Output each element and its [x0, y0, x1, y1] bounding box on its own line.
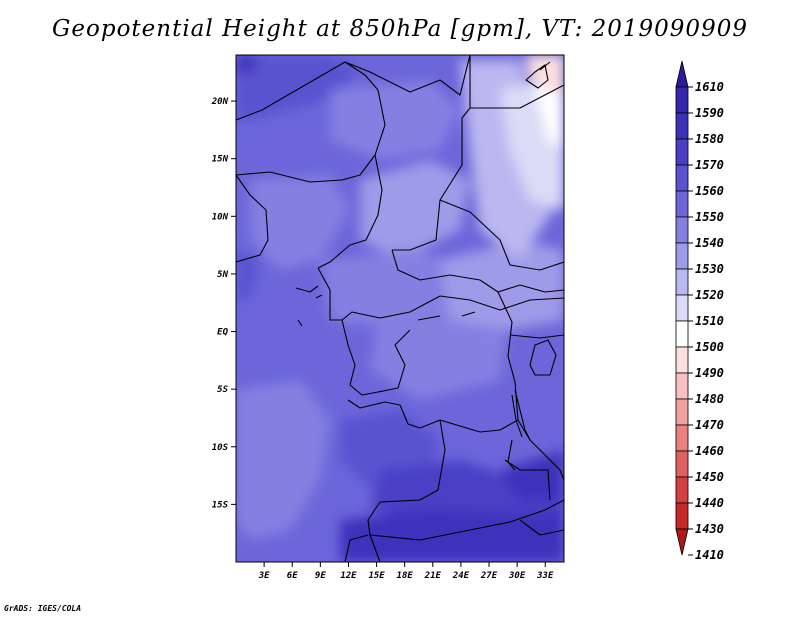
colorbar-label: 1570 [695, 158, 724, 172]
lat-tick-label: 10S [212, 443, 229, 453]
lon-tick-label: 12E [340, 571, 357, 581]
colorbar-label: 1580 [695, 132, 724, 146]
colorbar-swatch [675, 528, 689, 556]
lon-tick-label: 15E [368, 571, 385, 581]
lat-tick-label: 15N [212, 155, 229, 165]
map-frame [235, 54, 565, 563]
colorbar-label: 1480 [695, 392, 724, 406]
colorbar-swatch [675, 60, 689, 88]
colorbar-swatch [675, 86, 689, 114]
colorbar-swatch [675, 216, 689, 244]
colorbar-label: 1510 [695, 314, 724, 328]
colorbar-label: 1610 [695, 80, 724, 94]
colorbar-swatch [675, 398, 689, 426]
colorbar-swatch [675, 138, 689, 166]
colorbar-label: 1560 [695, 184, 724, 198]
height-field [236, 55, 564, 562]
colorbar-swatch [675, 320, 689, 348]
lat-tick-label: 5S [217, 385, 228, 395]
colorbar-swatch [675, 164, 689, 192]
lat-tick-label: EQ [217, 328, 228, 338]
lon-tick-label: 24E [452, 571, 470, 581]
colorbar-label: 1540 [695, 236, 724, 250]
colorbar-swatch [675, 190, 689, 218]
colorbar-swatch [675, 372, 689, 400]
lon-tick-label: 6E [287, 571, 298, 581]
colorbar-label: 1440 [695, 496, 724, 510]
colorbar-label: 1470 [695, 418, 724, 432]
lon-tick-label: 9E [315, 571, 326, 581]
colorbar-swatch [675, 294, 689, 322]
country-borders [236, 55, 564, 562]
colorbar-label: 1430 [695, 522, 724, 536]
lon-tick-label: 3E [258, 571, 270, 581]
longitude-axis: 3E 6E 9E 12E 15E 18E 21E 24E 27E 30E 33E [258, 562, 554, 581]
colorbar-label: 1590 [695, 106, 724, 120]
map-title: Geopotential Height at 850hPa [gpm], VT:… [52, 16, 748, 42]
colorbar-label: 1460 [695, 444, 724, 458]
lat-tick-label: 20N [211, 97, 229, 107]
colorbar-label: 1450 [695, 470, 724, 484]
latitude-axis: 20N 15N 10N 5N EQ 5S 10S 15S [211, 97, 236, 510]
colorbar-label: 1520 [695, 288, 724, 302]
colorbar-swatch [675, 268, 689, 296]
colorbar-swatch [675, 424, 689, 452]
lon-tick-label: 30E [508, 571, 526, 581]
lat-tick-label: 10N [212, 212, 229, 222]
colorbar-label: 1410 [695, 548, 724, 562]
colorbar-swatch [675, 476, 689, 504]
lon-tick-label: 33E [536, 571, 554, 581]
colorbar-swatch [675, 502, 689, 530]
lon-tick-label: 21E [424, 571, 442, 581]
colorbar-swatch [675, 112, 689, 140]
lon-tick-label: 18E [397, 571, 414, 581]
lat-tick-label: 15S [212, 500, 229, 510]
colorbar-swatch [675, 242, 689, 270]
colorbar-swatch [675, 346, 689, 374]
colorbar-swatch [675, 450, 689, 478]
colorbar-label: 1500 [695, 340, 724, 354]
colorbar-label: 1530 [695, 262, 724, 276]
lon-tick-label: 27E [480, 571, 498, 581]
colorbar-label: 1550 [695, 210, 724, 224]
lat-tick-label: 5N [217, 270, 228, 280]
colorbar-label: 1490 [695, 366, 724, 380]
colorbar: 1610 1590 1580 1570 1560 1550 1540 1530 1520 1510… [675, 60, 724, 562]
grads-credit: GrADS: IGES/COLA [4, 604, 82, 613]
